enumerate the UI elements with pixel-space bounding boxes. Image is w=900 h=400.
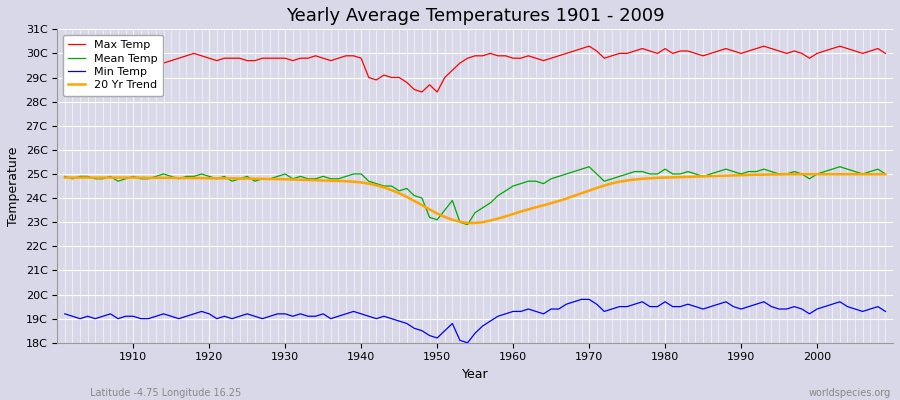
Mean Temp: [880, 172, 891, 176]
20 Yr Trend: [508, 212, 518, 216]
Mean Temp: [121, 176, 131, 181]
20 Yr Trend: [880, 172, 891, 177]
Min Temp: [462, 340, 472, 345]
20 Yr Trend: [462, 220, 472, 225]
Min Temp: [508, 309, 518, 314]
Mean Temp: [614, 174, 625, 179]
Min Temp: [287, 314, 298, 319]
Mean Temp: [59, 174, 70, 179]
Min Temp: [333, 314, 344, 319]
Min Temp: [576, 297, 587, 302]
Title: Yearly Average Temperatures 1901 - 2009: Yearly Average Temperatures 1901 - 2009: [286, 7, 664, 25]
Max Temp: [508, 56, 518, 61]
Mean Temp: [287, 176, 298, 181]
Mean Temp: [462, 222, 472, 227]
Max Temp: [59, 61, 70, 66]
Max Temp: [516, 56, 526, 61]
Min Temp: [614, 304, 625, 309]
Max Temp: [584, 44, 595, 48]
Text: Latitude -4.75 Longitude 16.25: Latitude -4.75 Longitude 16.25: [90, 388, 241, 398]
Max Temp: [333, 56, 344, 61]
X-axis label: Year: Year: [462, 368, 489, 381]
Min Temp: [516, 309, 526, 314]
20 Yr Trend: [59, 175, 70, 180]
Legend: Max Temp, Mean Temp, Min Temp, 20 Yr Trend: Max Temp, Mean Temp, Min Temp, 20 Yr Tre…: [63, 35, 163, 96]
Min Temp: [121, 314, 131, 319]
Min Temp: [59, 312, 70, 316]
Line: 20 Yr Trend: 20 Yr Trend: [65, 174, 886, 223]
Max Temp: [121, 54, 131, 58]
Max Temp: [417, 90, 428, 94]
Max Temp: [614, 51, 625, 56]
20 Yr Trend: [287, 177, 298, 182]
Mean Temp: [516, 181, 526, 186]
Line: Max Temp: Max Temp: [65, 46, 886, 92]
Line: Mean Temp: Mean Temp: [65, 167, 886, 225]
Y-axis label: Temperature: Temperature: [7, 146, 20, 226]
20 Yr Trend: [333, 178, 344, 183]
Text: worldspecies.org: worldspecies.org: [809, 388, 891, 398]
Line: Min Temp: Min Temp: [65, 299, 886, 343]
Mean Temp: [508, 184, 518, 188]
Max Temp: [287, 58, 298, 63]
Mean Temp: [584, 164, 595, 169]
20 Yr Trend: [121, 175, 131, 180]
Mean Temp: [333, 176, 344, 181]
20 Yr Trend: [607, 181, 617, 186]
Max Temp: [880, 51, 891, 56]
20 Yr Trend: [516, 209, 526, 214]
20 Yr Trend: [781, 172, 792, 177]
Min Temp: [880, 309, 891, 314]
